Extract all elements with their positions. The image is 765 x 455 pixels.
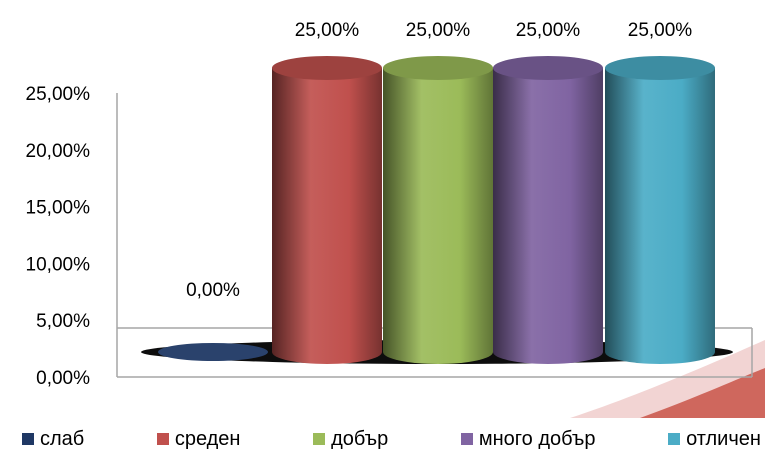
bar-top: [605, 56, 715, 80]
legend: слаб среден добър много добър отличен: [0, 426, 765, 452]
data-label: 0,00%: [186, 280, 240, 301]
data-label: 25,00%: [406, 20, 471, 41]
legend-swatch: [313, 433, 326, 445]
bar-top: [272, 56, 382, 80]
y-tick-label: 0,00%: [36, 368, 90, 389]
y-tick-label: 10,00%: [26, 254, 91, 275]
decorative-swoosh-dark: [640, 368, 765, 418]
data-label: 25,00%: [295, 20, 360, 41]
legend-label: много добър: [478, 427, 596, 450]
legend-label: отличен: [686, 427, 761, 450]
y-tick-label: 15,00%: [26, 198, 91, 219]
y-tick-label: 20,00%: [26, 141, 91, 162]
data-label: 25,00%: [628, 20, 693, 41]
legend-item: много добър: [460, 427, 596, 451]
bar-body: [383, 68, 493, 364]
legend-label: добър: [331, 427, 389, 450]
bar-среден: [272, 56, 382, 364]
bar-добър: [383, 56, 493, 364]
bar-disk: [158, 343, 268, 361]
legend-swatch: [22, 433, 34, 445]
legend-swatch: [156, 433, 169, 445]
data-label: 25,00%: [516, 20, 581, 41]
bar-слаб: [158, 343, 268, 361]
bar-top: [383, 56, 493, 80]
bar-много-добър: [493, 56, 603, 364]
legend-item: отличен: [668, 428, 761, 451]
legend-item: среден: [156, 427, 241, 451]
y-tick-label: 25,00%: [26, 84, 91, 105]
y-tick-label: 5,00%: [36, 311, 90, 332]
legend-swatch: [460, 433, 473, 445]
legend-label: среден: [174, 427, 241, 450]
bar-body: [272, 68, 382, 364]
bar-body: [493, 68, 603, 364]
bar-body: [605, 68, 715, 364]
legend-label: слаб: [40, 427, 85, 450]
legend-item: добър: [313, 428, 388, 451]
legend-swatch: [668, 433, 681, 445]
bar-отличен: [605, 56, 715, 364]
bar-top: [493, 56, 603, 80]
legend-item: слаб: [22, 428, 84, 451]
